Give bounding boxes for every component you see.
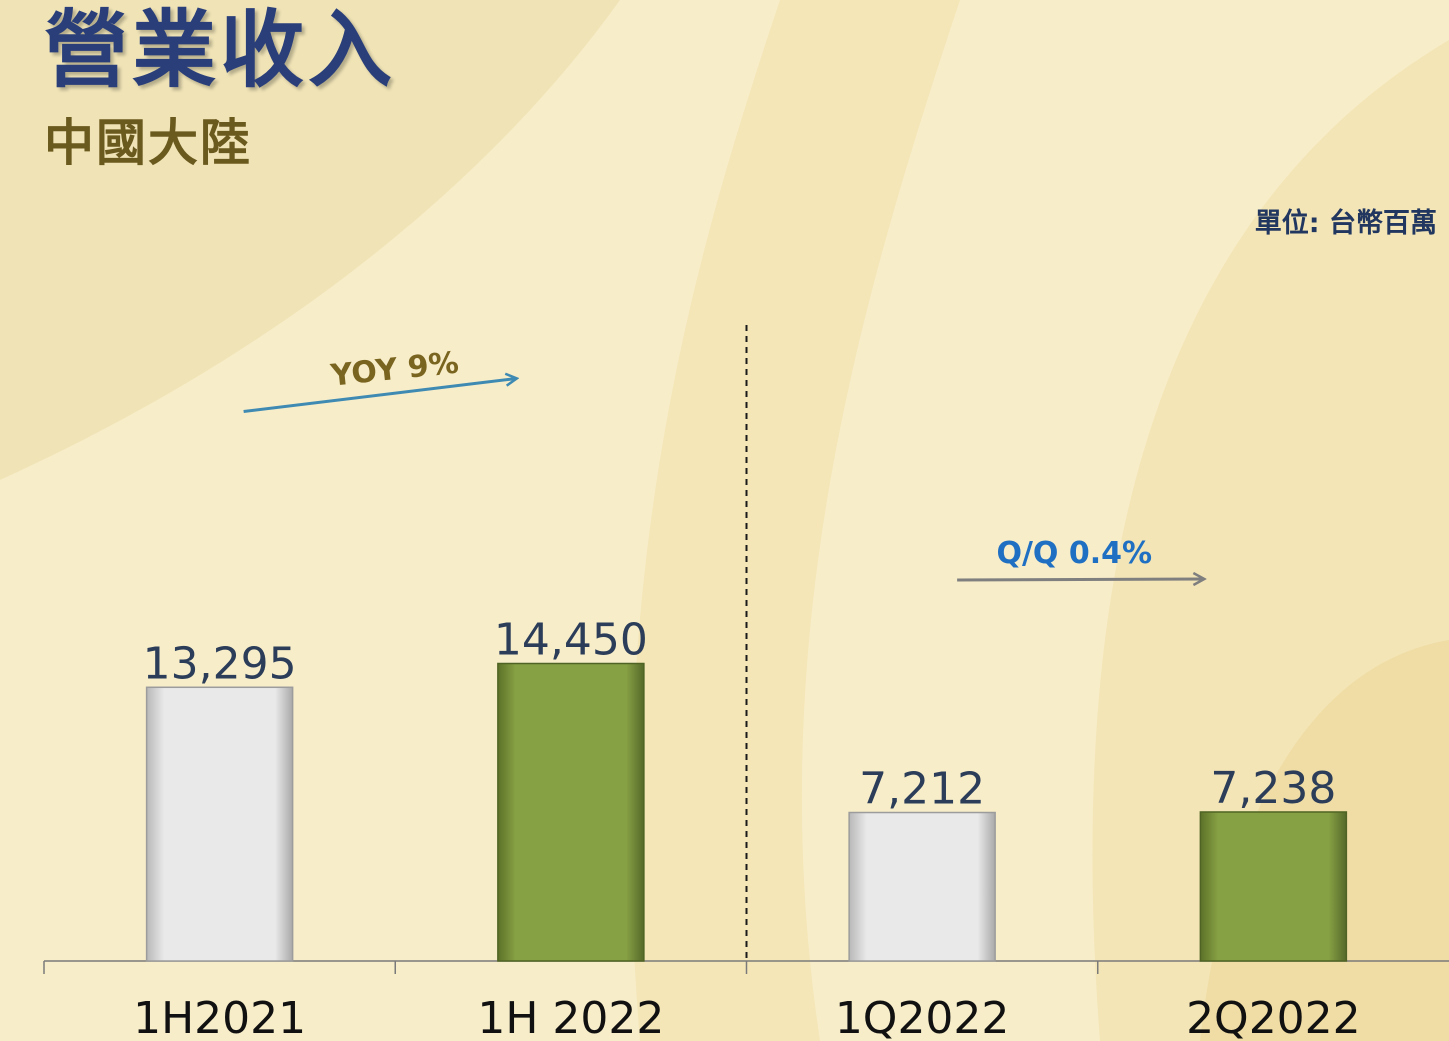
category-label: 1H 2022 (477, 993, 664, 1041)
qoq-label: Q/Q 0.4% (996, 536, 1152, 571)
category-label: 1H2021 (133, 993, 306, 1041)
unit-label: 單位: 台幣百萬 (1254, 208, 1437, 239)
bar-1q2022 (848, 811, 996, 962)
category-label: 1Q2022 (835, 993, 1010, 1041)
page-subtitle: 中國大陸 (44, 114, 252, 172)
bar-value-label: 13,295 (143, 638, 297, 689)
category-label: 2Q2022 (1186, 993, 1361, 1041)
yoy-arrow (243, 379, 516, 413)
bar-1h2021 (145, 686, 294, 962)
qoq-arrow (957, 579, 1203, 580)
bar-value-label: 14,450 (494, 615, 648, 666)
bar-2q2022 (1199, 811, 1348, 962)
bar-1h2022 (497, 662, 645, 962)
bar-value-label: 7,212 (859, 764, 985, 815)
page-title: 營業收入 (44, 1, 397, 99)
bar-value-label: 7,238 (1210, 763, 1336, 814)
